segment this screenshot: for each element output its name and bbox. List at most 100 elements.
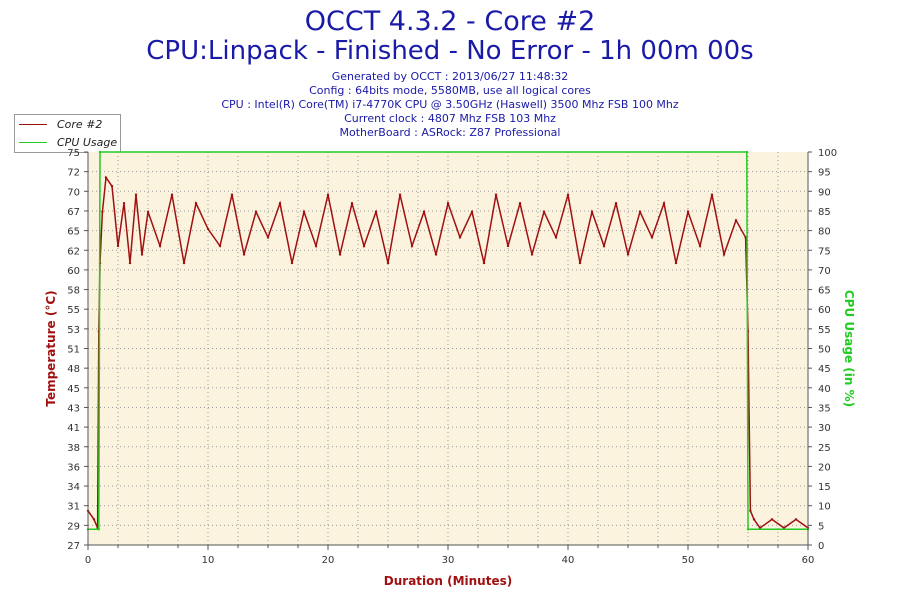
y-tick-label: 65	[67, 227, 80, 238]
y2-tick-label: 5	[818, 521, 824, 532]
data-point-cpu-usage	[746, 528, 750, 531]
y2-tick-label: 80	[818, 227, 831, 238]
axes: 27 29 31 34 36 38 41 43 45 48 51 53 55 58 60 62 65 67 70 72…	[67, 148, 837, 566]
grid	[88, 152, 808, 545]
y-tick-label: 75	[67, 148, 80, 159]
chart-subtitle: CPU:Linpack - Finished - No Error - 1h 0…	[146, 36, 754, 66]
x-tick-label: 0	[85, 555, 91, 566]
legend-label-cpu-usage: CPU Usage	[57, 135, 118, 149]
data-point-core	[758, 526, 762, 530]
y-tick-label: 67	[67, 207, 80, 218]
legend-label-core: Core #2	[57, 117, 103, 131]
x-tick-label: 30	[442, 555, 455, 566]
y2-tick-label: 90	[818, 187, 831, 198]
y2-tick-label: 20	[818, 462, 831, 473]
data-point-core	[290, 261, 294, 265]
data-point-core	[794, 518, 798, 521]
data-point-core	[101, 210, 104, 214]
data-point-core	[242, 253, 246, 256]
data-point-core	[206, 227, 210, 231]
y-tick-label: 41	[67, 423, 80, 434]
info-current-clock: Current clock : 4807 Mhz FSB 103 Mhz	[344, 112, 556, 125]
data-point-core	[254, 210, 258, 214]
y-tick-label: 51	[67, 345, 80, 356]
data-point-core	[530, 253, 534, 256]
y-tick-label: 34	[67, 482, 80, 493]
y2-tick-label: 35	[818, 403, 831, 414]
data-point-core	[158, 244, 162, 248]
series-line-core	[87, 175, 809, 529]
data-point-cpu-usage	[97, 528, 101, 531]
y-tick-label: 29	[67, 521, 80, 532]
data-point-core	[482, 261, 486, 265]
legend-item-core: Core #2	[15, 115, 120, 133]
data-point-core	[194, 202, 198, 205]
data-point-core	[350, 202, 354, 205]
y-tick-label: 48	[67, 364, 80, 375]
data-point-cpu-usage	[98, 150, 102, 154]
data-point-core	[338, 253, 342, 256]
y-tick-label: 36	[67, 462, 80, 473]
data-point-core	[128, 261, 132, 265]
data-point-core	[134, 193, 138, 196]
y-tick-label: 62	[67, 246, 80, 257]
data-point-core	[662, 202, 666, 205]
y-tick-label: 31	[67, 502, 80, 513]
y-tick-label: 58	[67, 286, 80, 297]
y2-tick-label: 85	[818, 207, 831, 218]
data-point-core	[506, 244, 510, 248]
data-point-core	[542, 210, 546, 214]
x-tick-label: 40	[562, 555, 575, 566]
legend-swatch-cpu-usage	[19, 141, 47, 143]
data-point-core	[230, 193, 234, 196]
series-group	[86, 150, 810, 531]
y-tick-label: 60	[67, 266, 80, 277]
x-axis-title: Duration (Minutes)	[384, 574, 512, 588]
data-point-core	[422, 210, 426, 214]
data-point-core	[638, 210, 642, 214]
data-point-core	[122, 202, 126, 205]
data-point-core	[170, 193, 174, 196]
info-cpu: CPU : Intel(R) Core(TM) i7-4770K CPU @ 3…	[221, 98, 679, 111]
chart-title: OCCT 4.3.2 - Core #2	[304, 6, 596, 37]
y-tick-label: 38	[67, 443, 80, 454]
y2-tick-label: 75	[818, 246, 831, 257]
y2-tick-label: 65	[818, 286, 831, 297]
legend-swatch-core	[19, 123, 47, 125]
data-point-core	[602, 244, 606, 248]
data-point-core	[722, 253, 726, 256]
data-point-cpu-usage	[745, 150, 748, 154]
data-point-core	[650, 236, 654, 239]
series-line-cpu-usage	[88, 151, 808, 531]
y2-tick-label: 95	[818, 168, 831, 179]
legend-item-cpu-usage: CPU Usage	[15, 133, 120, 151]
data-point-core	[446, 202, 450, 205]
data-point-core	[674, 261, 678, 265]
y2-tick-label: 70	[818, 266, 831, 277]
data-point-core	[278, 202, 282, 205]
data-point-core	[566, 193, 570, 196]
y-axis-title: Temperature (°C)	[44, 290, 58, 406]
info-config: Config : 64bits mode, 5580MB, use all lo…	[309, 84, 591, 97]
y-tick-label: 43	[67, 403, 80, 414]
data-point-core	[710, 193, 714, 196]
legend: Core #2 CPU Usage	[14, 114, 121, 153]
data-point-core	[266, 236, 270, 239]
y2-tick-label: 50	[818, 345, 831, 356]
y-tick-label: 72	[67, 168, 80, 179]
data-point-core	[518, 202, 522, 205]
data-point-core	[744, 236, 747, 239]
y-tick-label: 27	[67, 541, 80, 552]
data-point-core	[182, 261, 186, 265]
data-point-core	[734, 219, 738, 222]
data-point-core	[218, 244, 222, 248]
data-point-core	[494, 193, 498, 196]
data-point-core	[578, 261, 582, 265]
data-point-core	[146, 210, 150, 214]
y2-tick-label: 100	[818, 148, 837, 159]
y-tick-label: 55	[67, 305, 80, 316]
data-point-core	[326, 193, 330, 196]
y2-tick-label: 15	[818, 482, 831, 493]
data-point-core	[314, 244, 318, 248]
